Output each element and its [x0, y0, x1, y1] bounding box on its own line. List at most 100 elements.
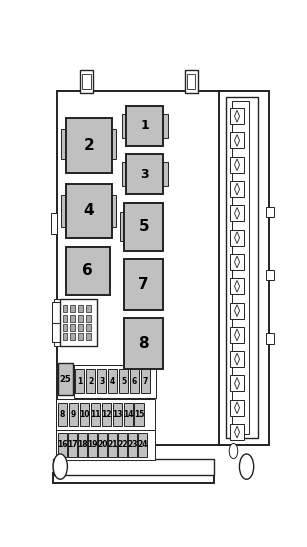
Bar [232, 101, 249, 434]
Bar [231, 278, 243, 294]
Bar [231, 351, 243, 367]
Bar [86, 305, 91, 312]
Bar [75, 369, 84, 393]
Text: 23: 23 [127, 440, 138, 450]
Text: 22: 22 [117, 440, 128, 450]
Bar [86, 315, 91, 322]
Bar [231, 181, 243, 197]
Circle shape [53, 454, 68, 479]
Bar [124, 318, 163, 369]
Bar [58, 403, 67, 426]
Bar [86, 324, 91, 331]
Polygon shape [235, 353, 239, 365]
Bar [71, 324, 75, 331]
Bar [69, 403, 78, 426]
Text: 4: 4 [110, 377, 115, 386]
Bar [86, 333, 91, 340]
Polygon shape [235, 305, 239, 317]
Bar [78, 433, 87, 457]
Bar [86, 369, 95, 393]
Bar [91, 403, 100, 426]
Bar [130, 369, 139, 393]
Text: 1: 1 [141, 119, 149, 132]
Polygon shape [235, 256, 239, 268]
Bar [231, 230, 243, 246]
Circle shape [239, 454, 254, 479]
Bar [78, 324, 83, 331]
Bar [134, 403, 144, 426]
Polygon shape [235, 281, 239, 292]
Bar [119, 369, 128, 393]
Text: 13: 13 [112, 410, 122, 418]
Bar [98, 433, 107, 457]
Bar [78, 333, 83, 340]
Bar [231, 302, 243, 318]
Text: 19: 19 [87, 440, 98, 450]
Bar [58, 433, 67, 457]
Bar [231, 254, 243, 270]
Bar [266, 333, 274, 344]
Bar [71, 305, 75, 312]
Text: 8: 8 [60, 410, 65, 418]
Text: 3: 3 [141, 167, 149, 181]
Bar [113, 403, 122, 426]
Polygon shape [235, 426, 239, 438]
Text: 17: 17 [67, 440, 78, 450]
Bar [231, 157, 243, 173]
Bar [52, 321, 61, 341]
Text: 5: 5 [121, 377, 126, 386]
Text: 25: 25 [60, 375, 72, 383]
Bar [128, 433, 137, 457]
Polygon shape [235, 207, 239, 219]
Bar [122, 114, 129, 138]
Text: 16: 16 [57, 440, 68, 450]
Bar [231, 108, 243, 124]
Polygon shape [235, 232, 239, 243]
Text: 14: 14 [123, 410, 133, 418]
Bar [88, 433, 97, 457]
Text: 15: 15 [134, 410, 144, 418]
Text: 1: 1 [77, 377, 82, 386]
Bar [71, 333, 75, 340]
Text: 4: 4 [84, 203, 94, 218]
Text: 3: 3 [99, 377, 104, 386]
Text: 2: 2 [84, 138, 94, 153]
Bar [63, 305, 68, 312]
Bar [108, 369, 117, 393]
Bar [118, 433, 127, 457]
Bar [66, 247, 110, 295]
Bar [54, 299, 97, 346]
Bar [63, 324, 68, 331]
Text: 12: 12 [101, 410, 111, 418]
Bar [66, 184, 112, 238]
Bar [56, 399, 155, 429]
Bar [124, 259, 163, 310]
Polygon shape [235, 402, 239, 414]
Circle shape [229, 444, 238, 458]
Bar [266, 207, 274, 217]
Text: 7: 7 [143, 377, 148, 386]
Bar [63, 333, 68, 340]
Bar [161, 114, 168, 138]
Bar [219, 91, 269, 445]
Bar [266, 270, 274, 281]
Bar [231, 400, 243, 416]
Polygon shape [235, 377, 239, 389]
Text: 9: 9 [71, 410, 76, 418]
Bar [58, 363, 73, 395]
Bar [231, 327, 243, 343]
Polygon shape [235, 159, 239, 171]
Bar [56, 429, 155, 460]
Bar [53, 473, 214, 484]
Bar [109, 195, 116, 228]
Bar [123, 403, 133, 426]
Bar [78, 305, 83, 312]
Bar [120, 212, 127, 241]
Bar [52, 302, 61, 323]
Bar [53, 459, 214, 475]
Bar [82, 74, 91, 89]
Text: 18: 18 [77, 440, 88, 450]
Bar [187, 74, 196, 89]
Polygon shape [235, 329, 239, 341]
Bar [231, 375, 243, 392]
